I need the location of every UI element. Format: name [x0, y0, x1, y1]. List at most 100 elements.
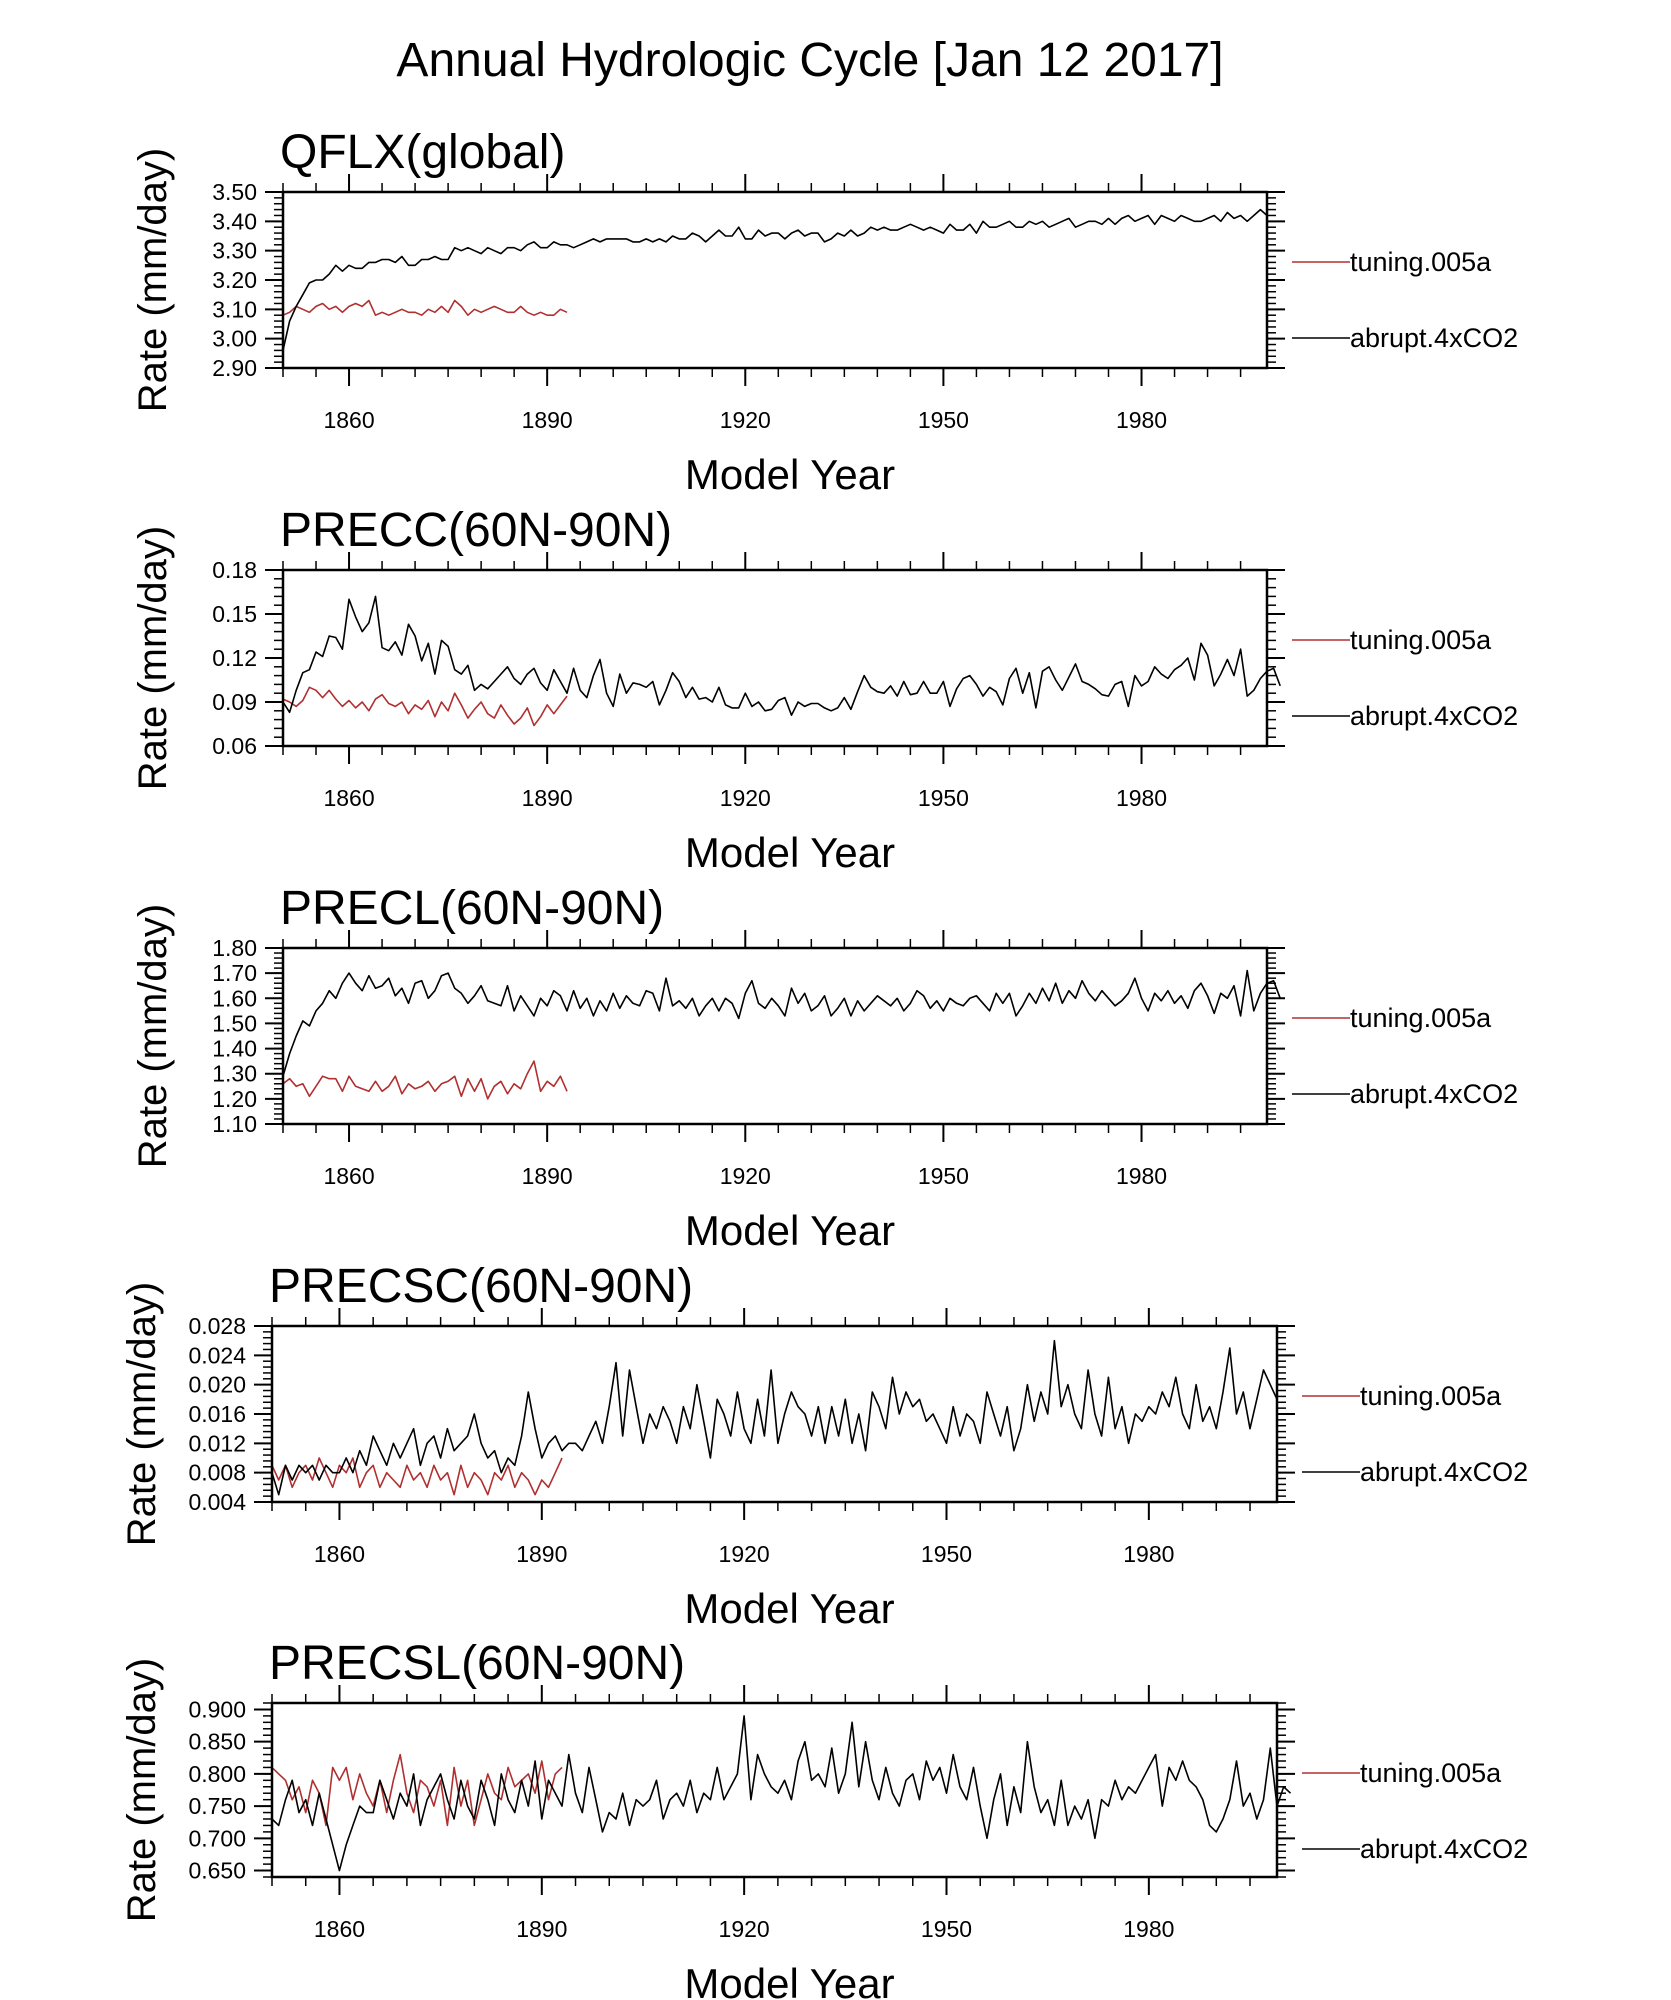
x-tick-label: 1980 [1116, 785, 1167, 811]
y-tick-label: 3.50 [212, 179, 257, 205]
x-tick-label: 1950 [918, 785, 969, 811]
y-tick-label: 0.650 [188, 1858, 246, 1884]
y-tick-label: 1.50 [212, 1010, 257, 1036]
y-tick-label: 0.012 [188, 1430, 246, 1456]
x-tick-label: 1920 [719, 1541, 770, 1567]
panel-title: PRECL(60N-90N) [280, 882, 664, 935]
y-axis-label: Rate (mm/day) [120, 1658, 164, 1923]
plot-frame [270, 1324, 1279, 1504]
series-line-tuning [282, 686, 568, 727]
y-tick-label: 3.20 [212, 267, 257, 293]
legend-label: abrupt.4xCO2 [1360, 1457, 1528, 1487]
panel-precsl: PRECSL(60N-90N) Rate (mm/day) Model Year 0.… [120, 1637, 1528, 2000]
y-tick-label: 0.09 [212, 689, 257, 715]
y-tick-label: 1.30 [212, 1061, 257, 1087]
x-tick-label: 1950 [921, 1541, 972, 1567]
panel-precsc: PRECSC(60N-90N) Rate (mm/day) Model Year 0.… [120, 1260, 1528, 1632]
y-tick-label: 0.850 [188, 1729, 246, 1755]
y-tick-label: 0.750 [188, 1793, 246, 1819]
panel-precc: PRECC(60N-90N) Rate (mm/day) Model Year 0.1… [131, 504, 1518, 876]
y-tick-label: 0.020 [188, 1372, 246, 1398]
x-tick-label: 1890 [522, 1163, 573, 1189]
panel-title: PRECSL(60N-90N) [269, 1637, 685, 1690]
y-tick-label: 0.008 [188, 1460, 246, 1486]
series-line-abrupt [271, 1715, 1292, 1872]
y-tick-label: 3.30 [212, 238, 257, 264]
legend-label: abrupt.4xCO2 [1360, 1834, 1528, 1864]
y-tick-label: 3.00 [212, 326, 257, 352]
legend-label: tuning.005a [1360, 1758, 1502, 1788]
plot-frame [281, 946, 1269, 1126]
y-tick-label: 0.016 [188, 1401, 246, 1427]
x-tick-label: 1950 [921, 1916, 972, 1942]
y-tick-label: 0.800 [188, 1761, 246, 1787]
panel-precl: PRECL(60N-90N) Rate (mm/day) Model Year 1.8… [131, 882, 1518, 1254]
y-tick-label: 0.028 [188, 1313, 246, 1339]
legend-label: tuning.005a [1350, 1003, 1492, 1033]
legend-label: abrupt.4xCO2 [1350, 323, 1518, 353]
x-axis-label: Model Year [684, 1585, 894, 1632]
y-tick-label: 0.06 [212, 733, 257, 759]
series-line-abrupt [271, 1339, 1278, 1496]
x-axis-label: Model Year [684, 1960, 894, 2000]
x-tick-label: 1980 [1123, 1916, 1174, 1942]
panels: QFLX(global) Rate (mm/day) Model Year 3.50 3… [120, 126, 1528, 2000]
legend-label: tuning.005a [1350, 625, 1492, 655]
y-axis-label: Rate (mm/day) [131, 904, 175, 1169]
y-tick-label: 0.004 [188, 1489, 246, 1515]
y-tick-label: 1.80 [212, 935, 257, 961]
x-axis-label: Model Year [685, 1207, 895, 1254]
series-line-abrupt [282, 208, 1268, 351]
y-tick-label: 0.900 [188, 1696, 246, 1722]
x-tick-label: 1950 [918, 1163, 969, 1189]
x-tick-label: 1860 [323, 1163, 374, 1189]
series-line-tuning [282, 299, 568, 317]
x-tick-label: 1980 [1116, 1163, 1167, 1189]
panel-qflx: QFLX(global) Rate (mm/day) Model Year 3.50 3… [131, 126, 1518, 498]
x-tick-label: 1920 [720, 407, 771, 433]
figure-title: Annual Hydrologic Cycle [Jan 12 2017] [396, 34, 1223, 87]
y-tick-label: 0.12 [212, 645, 257, 671]
y-tick-label: 1.10 [212, 1111, 257, 1137]
legend-label: abrupt.4xCO2 [1350, 1079, 1518, 1109]
x-tick-label: 1950 [918, 407, 969, 433]
x-tick-label: 1890 [516, 1916, 567, 1942]
x-tick-label: 1890 [522, 407, 573, 433]
plot-frame [281, 190, 1269, 370]
x-tick-label: 1980 [1116, 407, 1167, 433]
x-tick-label: 1860 [314, 1541, 365, 1567]
y-tick-label: 0.024 [188, 1342, 246, 1368]
panel-title: QFLX(global) [280, 126, 565, 179]
panel-title: PRECC(60N-90N) [280, 504, 672, 557]
x-tick-label: 1920 [720, 785, 771, 811]
x-tick-label: 1860 [314, 1916, 365, 1942]
x-tick-label: 1890 [516, 1541, 567, 1567]
y-tick-label: 0.700 [188, 1825, 246, 1851]
y-axis-label: Rate (mm/day) [131, 148, 175, 413]
legend-label: tuning.005a [1350, 247, 1492, 277]
x-tick-label: 1920 [719, 1916, 770, 1942]
y-tick-label: 0.18 [212, 557, 257, 583]
series-line-tuning [282, 1060, 568, 1100]
y-tick-label: 1.70 [212, 960, 257, 986]
y-tick-label: 2.90 [212, 355, 257, 381]
y-axis-label: Rate (mm/day) [131, 526, 175, 791]
y-tick-label: 0.15 [212, 601, 257, 627]
y-tick-label: 1.20 [212, 1086, 257, 1112]
legend-label: tuning.005a [1360, 1381, 1502, 1411]
series-line-abrupt [282, 595, 1281, 717]
y-tick-label: 3.40 [212, 208, 257, 234]
y-tick-label: 1.40 [212, 1036, 257, 1062]
x-tick-label: 1890 [522, 785, 573, 811]
plot-frame [270, 1701, 1279, 1879]
x-axis-label: Model Year [685, 829, 895, 876]
x-tick-label: 1860 [323, 407, 374, 433]
y-tick-label: 1.60 [212, 985, 257, 1011]
y-tick-label: 3.10 [212, 296, 257, 322]
panel-title: PRECSC(60N-90N) [269, 1260, 693, 1313]
series-line-tuning [271, 1457, 563, 1496]
y-axis-label: Rate (mm/day) [120, 1282, 164, 1547]
series-line-abrupt [282, 969, 1281, 1077]
x-axis-label: Model Year [685, 451, 895, 498]
